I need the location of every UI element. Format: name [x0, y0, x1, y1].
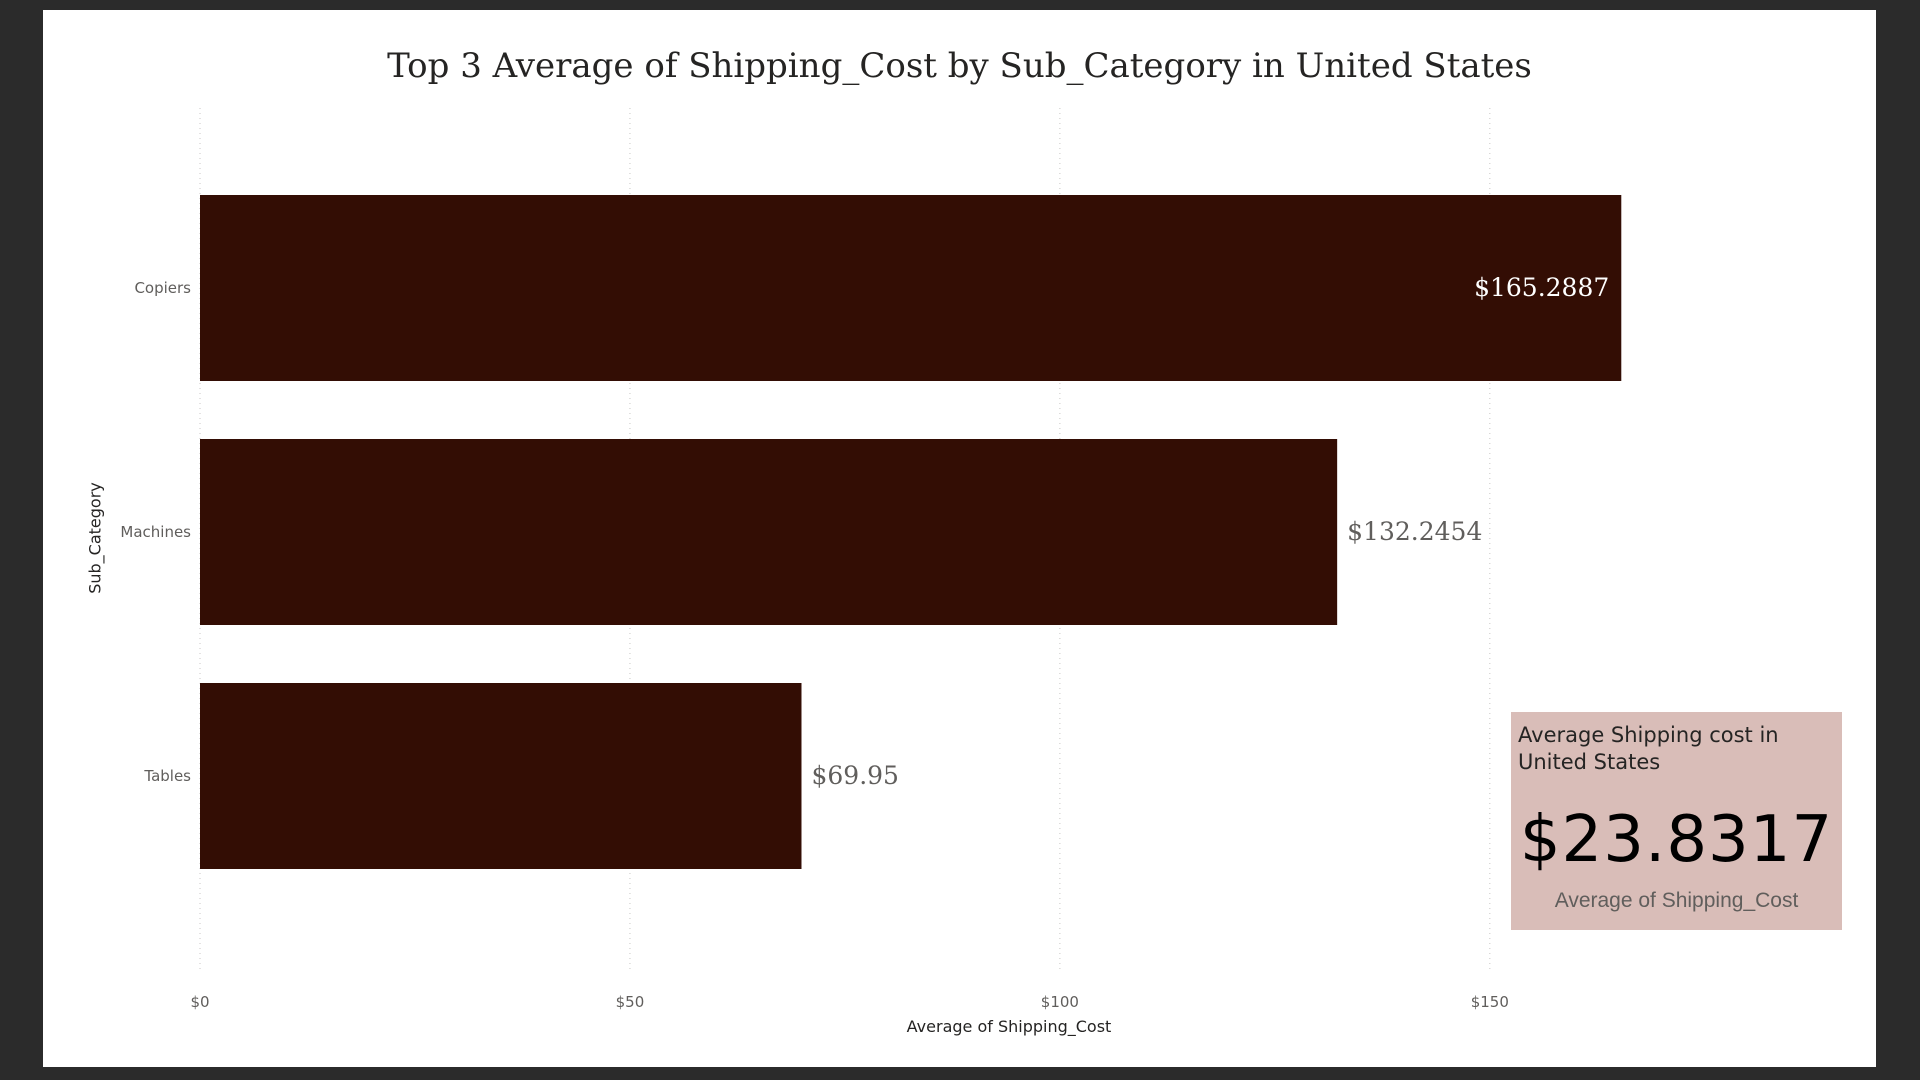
y-tick-label: Copiers [134, 279, 191, 297]
x-tick-label: $50 [616, 993, 645, 1011]
data-label: $165.2887 [1474, 273, 1609, 302]
report-canvas: Top 3 Average of Shipping_Cost by Sub_Ca… [43, 10, 1876, 1067]
kpi-title: Average Shipping cost in United States [1518, 723, 1779, 774]
y-tick-label: Machines [120, 523, 191, 541]
bars [200, 195, 1622, 869]
chart-title: Top 3 Average of Shipping_Cost by Sub_Ca… [387, 46, 1532, 86]
x-tick-label: $150 [1471, 993, 1509, 1011]
y-axis-title: Sub_Category [85, 482, 105, 594]
kpi-value: $23.8317 [1519, 803, 1834, 877]
x-axis-title: Average of Shipping_Cost [906, 1017, 1112, 1036]
data-label: $132.2454 [1347, 517, 1482, 546]
x-tick-label: $100 [1041, 993, 1079, 1011]
bar-copiers[interactable] [200, 195, 1622, 381]
bar-tables[interactable] [200, 683, 802, 869]
data-label: $69.95 [811, 761, 898, 790]
labels: $0 $50 $100 $150 Copiers $165.2887 Machines $13… [120, 273, 1609, 1011]
bar-chart: $0 $50 $100 $150 Copiers $165.2887 Machines $13… [120, 108, 1622, 1011]
y-tick-label: Tables [143, 767, 191, 785]
x-tick-label: $0 [190, 993, 209, 1011]
kpi-subtitle: Average of Shipping_Cost [1554, 889, 1799, 912]
kpi-card[interactable]: Average Shipping cost in United States $… [1511, 712, 1842, 930]
bar-machines[interactable] [200, 439, 1338, 625]
